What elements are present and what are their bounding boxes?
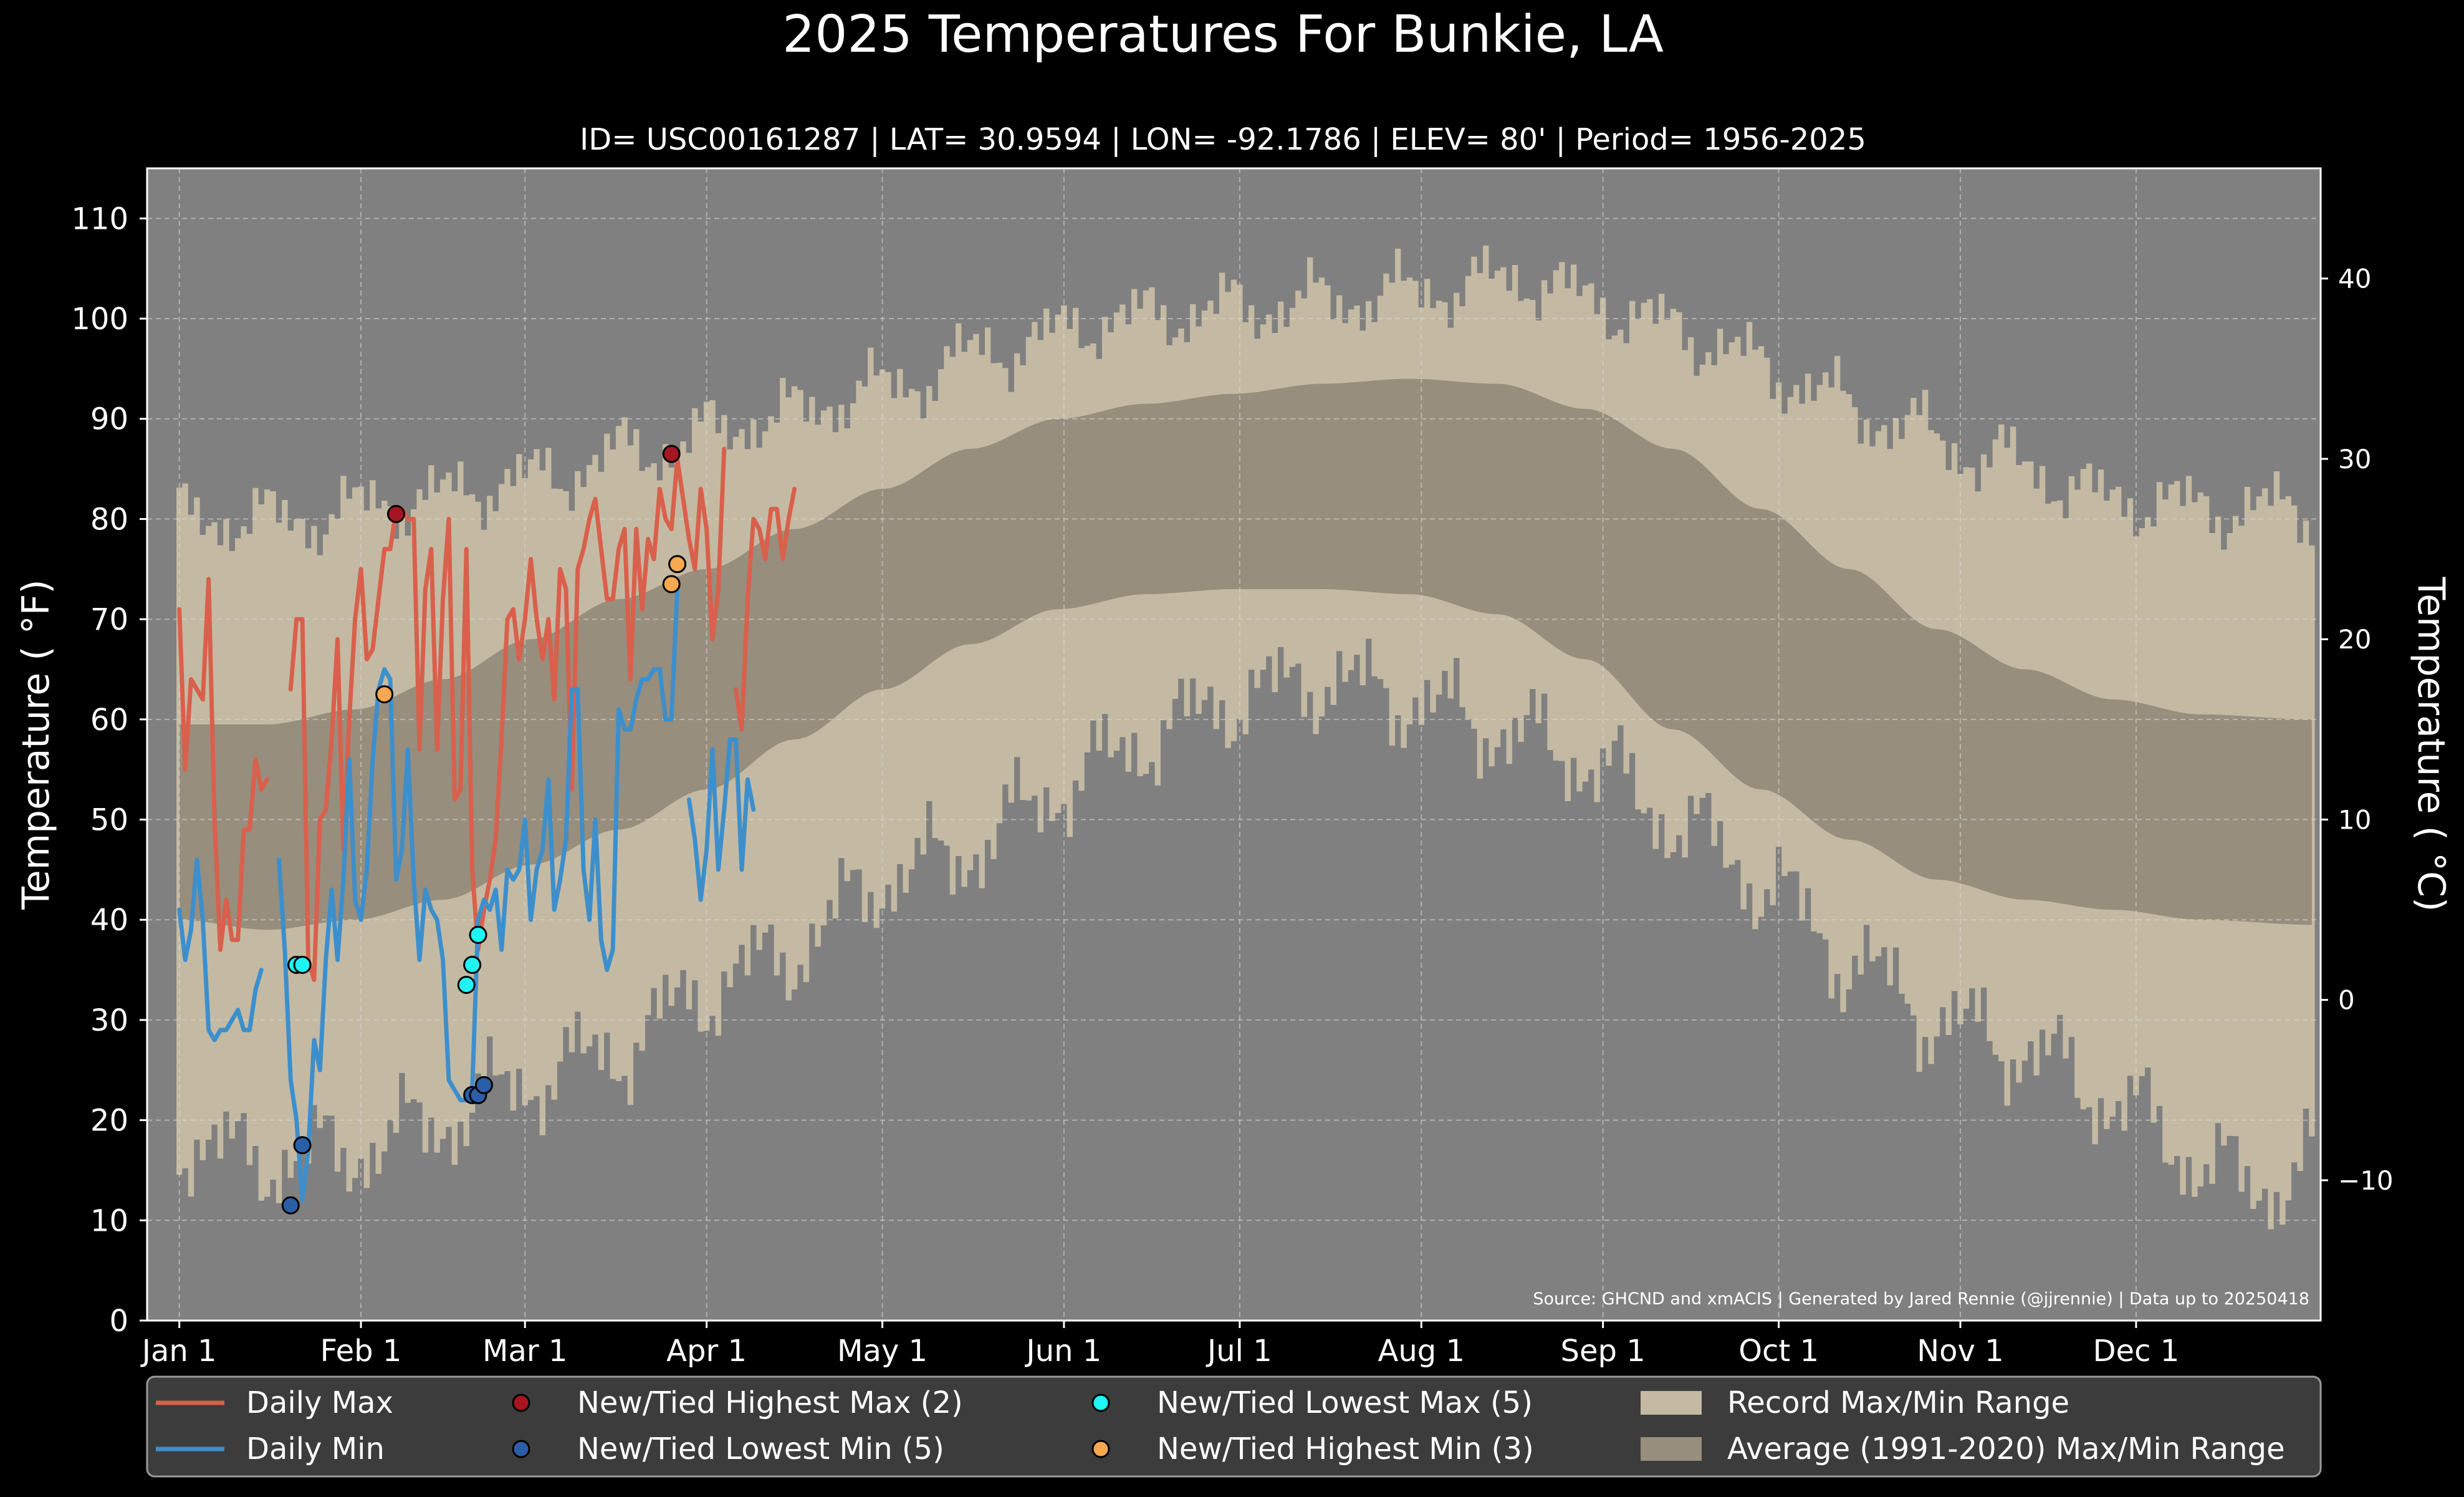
left-tick-label: 110 [71,201,128,236]
chart-subtitle: ID= USC00161287 | LAT= 30.9594 | LON= -9… [580,122,1866,157]
legend-highest-min-label: New/Tied Highest Min (3) [1157,1432,1534,1466]
highest-min-point [662,575,681,594]
x-tick-label: Dec 1 [2093,1334,2180,1369]
left-tick-label: 90 [90,402,128,437]
x-tick-label: May 1 [837,1334,928,1369]
x-tick-label: Jun 1 [1025,1334,1102,1369]
legend-average-range-swatch [1641,1437,1702,1461]
right-tick-label: 30 [2338,444,2371,474]
x-tick-label: Feb 1 [320,1334,402,1369]
highest-min-point [668,555,687,574]
left-tick-label: 0 [109,1304,128,1339]
left-tick-label: 50 [90,803,128,838]
y-axis-label-left: Temperature ( °F) [14,579,58,910]
left-tick-label: 80 [90,502,128,537]
x-tick-label: Apr 1 [666,1334,747,1369]
highest-max-point [386,504,405,523]
left-tick-label: 40 [90,903,128,938]
left-tick-label: 20 [90,1104,128,1138]
left-y-axis: 0 10 20 30 40 50 60 70 80 90 100 110 [71,201,147,1339]
right-tick-label: 20 [2338,624,2371,655]
legend-lowest-max-label: New/Tied Lowest Max (5) [1157,1385,1533,1420]
right-y-axis: −10 0 10 20 30 40 [2321,264,2394,1196]
legend-highest-max-label: New/Tied Highest Max (2) [577,1385,963,1420]
lowest-min-point [474,1076,493,1094]
legend-lowest-min-marker [512,1440,530,1458]
x-axis: Jan 1 Feb 1 Mar 1 Apr 1 May 1 Jun 1 Jul 1 Aug 1… [140,1321,2179,1369]
right-tick-label: 40 [2338,264,2371,294]
left-tick-label: 100 [71,302,128,337]
daily-min-line [177,857,264,1042]
legend-record-range-label: Record Max/Min Range [1727,1385,2069,1420]
lowest-min-point [281,1196,300,1215]
lowest-min-point [293,1136,312,1155]
legend-box [146,1375,2322,1478]
legend-highest-max-marker [512,1394,530,1412]
legend-average-range-label: Average (1991-2020) Max/Min Range [1727,1432,2285,1466]
left-tick-label: 70 [90,602,128,637]
legend-daily-min-label: Daily Min [246,1432,385,1466]
daily-max-line [177,577,270,952]
x-tick-label: Oct 1 [1738,1334,1819,1369]
legend-lowest-max-marker [1091,1394,1110,1412]
daily-min-line [686,737,756,902]
left-tick-label: 10 [90,1203,128,1238]
left-tick-label: 60 [90,703,128,738]
plot-area [147,168,2321,1321]
right-tick-label: −10 [2338,1165,2394,1196]
y-axis-label-right: Temperature ( °C) [2409,577,2453,912]
right-tick-label: 10 [2338,804,2371,835]
highest-max-point [662,445,681,463]
source-note: Source: GHCND and xmACIS | Generated by … [1533,1289,2309,1309]
legend-lowest-min-label: New/Tied Lowest Min (5) [577,1432,944,1466]
lowest-max-point [463,956,482,975]
record-range-band [176,245,2315,1230]
legend: Daily Max Daily Min New/Tied Highest Max… [146,1375,2322,1478]
legend-highest-min-marker [1091,1440,1110,1458]
daily-max-line [288,446,727,983]
legend-record-range-swatch [1641,1391,1702,1415]
left-tick-label: 30 [90,1003,128,1038]
x-tick-label: Jan 1 [140,1334,217,1369]
right-tick-label: 0 [2338,985,2355,1016]
legend-daily-max-label: Daily Max [246,1385,393,1420]
record-points [281,445,687,1215]
x-tick-label: Sep 1 [1560,1334,1645,1369]
daily-min-line [277,587,680,1203]
x-tick-label: Nov 1 [1917,1334,2003,1369]
data-series [177,446,797,1203]
x-tick-label: Aug 1 [1378,1334,1465,1369]
highest-min-point [375,685,394,704]
daily-max-line [734,486,797,732]
x-tick-label: Jul 1 [1206,1334,1272,1369]
plot-border [146,167,2322,1322]
lowest-max-point [469,925,487,944]
lowest-max-point [457,976,476,994]
lowest-max-point [293,956,312,975]
chart-title: 2025 Temperatures For Bunkie, LA [782,5,1664,64]
x-tick-label: Mar 1 [482,1334,567,1369]
